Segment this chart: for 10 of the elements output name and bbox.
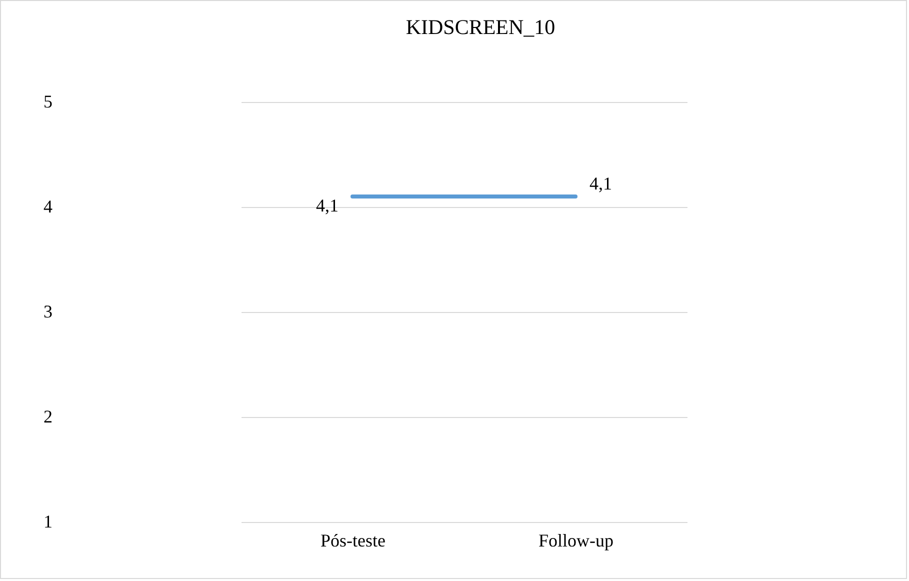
- data-label: 4,1: [316, 196, 338, 216]
- y-tick-label: 4: [44, 196, 52, 216]
- x-tick-label: Follow-up: [538, 530, 614, 550]
- y-tick-label: 2: [44, 406, 52, 426]
- y-tick-label: 1: [44, 512, 52, 532]
- y-tick-label: 5: [44, 92, 52, 112]
- y-tick-label: 3: [44, 302, 52, 322]
- data-label: 4,1: [590, 174, 612, 194]
- chart-title: KIDSCREEN_10: [406, 15, 556, 39]
- x-tick-label: Pós-teste: [320, 530, 386, 550]
